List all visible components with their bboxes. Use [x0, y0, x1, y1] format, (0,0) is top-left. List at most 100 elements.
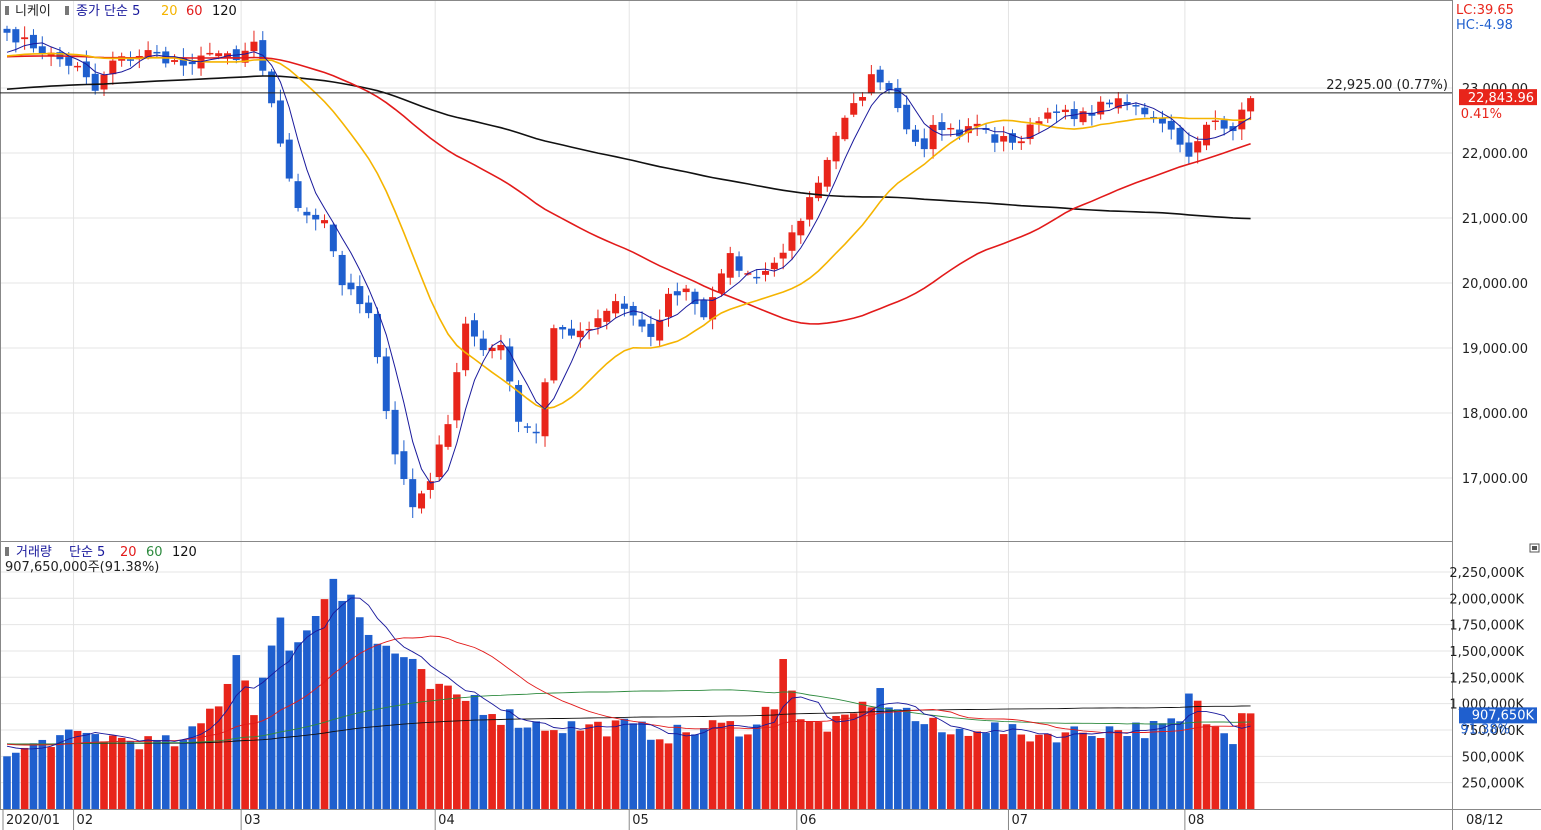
- candle: [418, 490, 426, 514]
- volume-bar: [955, 728, 964, 809]
- candle-body: [612, 301, 620, 314]
- price-legend[interactable]: 니케이 종가 단순 5 20 60 120: [5, 4, 237, 19]
- x-tick-label: 03: [244, 813, 261, 828]
- volume-bar: [638, 721, 646, 809]
- volume-bar: [109, 735, 117, 809]
- candle-body: [126, 59, 134, 61]
- vma60-legend: 60: [146, 545, 163, 560]
- candle: [594, 309, 602, 335]
- candle-body: [171, 60, 179, 62]
- reference-price-line: 22,925.00 (0.77%): [0, 78, 1452, 94]
- volume-bar: [841, 714, 849, 809]
- volume-bar: [267, 645, 276, 809]
- candle-body: [1211, 120, 1219, 123]
- volume-bar: [1185, 693, 1193, 809]
- x-tick-label: 2020/01: [6, 813, 60, 828]
- volume-bar: [858, 701, 867, 809]
- volume-bar: [726, 721, 735, 809]
- candle: [612, 293, 620, 318]
- candle-body: [1176, 127, 1184, 145]
- volume-bar: [999, 734, 1008, 809]
- candle-body: [179, 57, 187, 66]
- volume-bar: [444, 685, 452, 809]
- candle: [1194, 136, 1202, 164]
- volume-bar: [797, 719, 805, 809]
- candle: [29, 29, 37, 53]
- reference-price-label: 22,925.00 (0.77%): [1326, 78, 1448, 93]
- volume-bar: [153, 739, 161, 809]
- collapse-button[interactable]: [1529, 543, 1540, 553]
- legend-handle-icon[interactable]: [5, 547, 9, 556]
- volume-bar: [232, 655, 241, 809]
- candle-body: [418, 493, 426, 509]
- candle: [814, 176, 822, 202]
- volume-tick-label: 250,000K: [1462, 777, 1525, 792]
- grid-lines: [0, 0, 1452, 809]
- volume-title: 거래량: [16, 545, 52, 560]
- candle-body: [74, 65, 82, 68]
- candle-body: [470, 320, 478, 337]
- volume-bar: [364, 634, 373, 809]
- candle-body: [426, 481, 434, 490]
- candle-body: [576, 330, 584, 338]
- candle: [268, 68, 276, 108]
- candle: [3, 25, 11, 41]
- ma120-legend: 120: [212, 4, 237, 19]
- candle: [435, 435, 443, 481]
- volume-bar: [673, 724, 682, 809]
- candle: [779, 243, 787, 270]
- candle-body: [400, 451, 408, 479]
- volume-bar: [347, 594, 355, 809]
- candle-body: [788, 232, 796, 251]
- volume-bar: [100, 741, 108, 809]
- volume-bar: [708, 720, 717, 809]
- candle-body: [241, 50, 249, 63]
- candle: [1114, 92, 1122, 114]
- candle-body: [559, 327, 567, 330]
- volume-bar: [382, 645, 391, 809]
- volume-bar: [1105, 726, 1114, 809]
- volume-bar: [699, 728, 708, 809]
- volume-bar: [391, 653, 399, 809]
- ma20-line: [6, 52, 1251, 410]
- candle-body: [523, 426, 531, 428]
- legend-handle-icon[interactable]: [65, 6, 69, 15]
- candle: [250, 30, 258, 57]
- candle-body: [841, 117, 849, 140]
- candle-body: [1088, 112, 1096, 116]
- price-moving-averages: [6, 42, 1251, 484]
- volume-bar: [982, 733, 990, 809]
- volume-info: 907,650,000주(91.38%): [5, 560, 159, 575]
- volume-moving-averages: [6, 597, 1251, 750]
- candle-body: [224, 53, 231, 57]
- candle-body: [206, 52, 214, 55]
- candle-body: [673, 291, 681, 296]
- ma5-legend: 종가 단순 5: [76, 4, 140, 19]
- candle: [1070, 101, 1078, 127]
- candle-body: [91, 73, 99, 91]
- candle-body: [550, 328, 558, 381]
- volume-bar: [505, 709, 514, 809]
- volume-bar: [761, 706, 770, 809]
- candle-body: [973, 123, 981, 127]
- candle-body: [1035, 121, 1043, 125]
- legend-handle-icon[interactable]: [5, 6, 9, 15]
- candle-body: [109, 60, 117, 75]
- volume-bar: [938, 732, 946, 809]
- volume-bar: [867, 707, 876, 809]
- candle-body: [268, 71, 276, 104]
- volume-legend[interactable]: 거래량 단순 5 20 60 120 907,650,000주(91.38%): [5, 545, 197, 575]
- volume-bar: [611, 720, 620, 809]
- volume-bar: [1193, 700, 1202, 809]
- candle-body: [453, 372, 461, 421]
- volume-bar: [91, 734, 99, 809]
- candle-body: [303, 211, 311, 216]
- candle: [206, 42, 214, 56]
- candle: [1097, 96, 1105, 120]
- candle-body: [1141, 107, 1149, 115]
- volume-bar: [814, 722, 823, 809]
- candle-body: [797, 220, 805, 236]
- last-price-box: [1459, 89, 1537, 106]
- volume-bar: [1088, 736, 1096, 809]
